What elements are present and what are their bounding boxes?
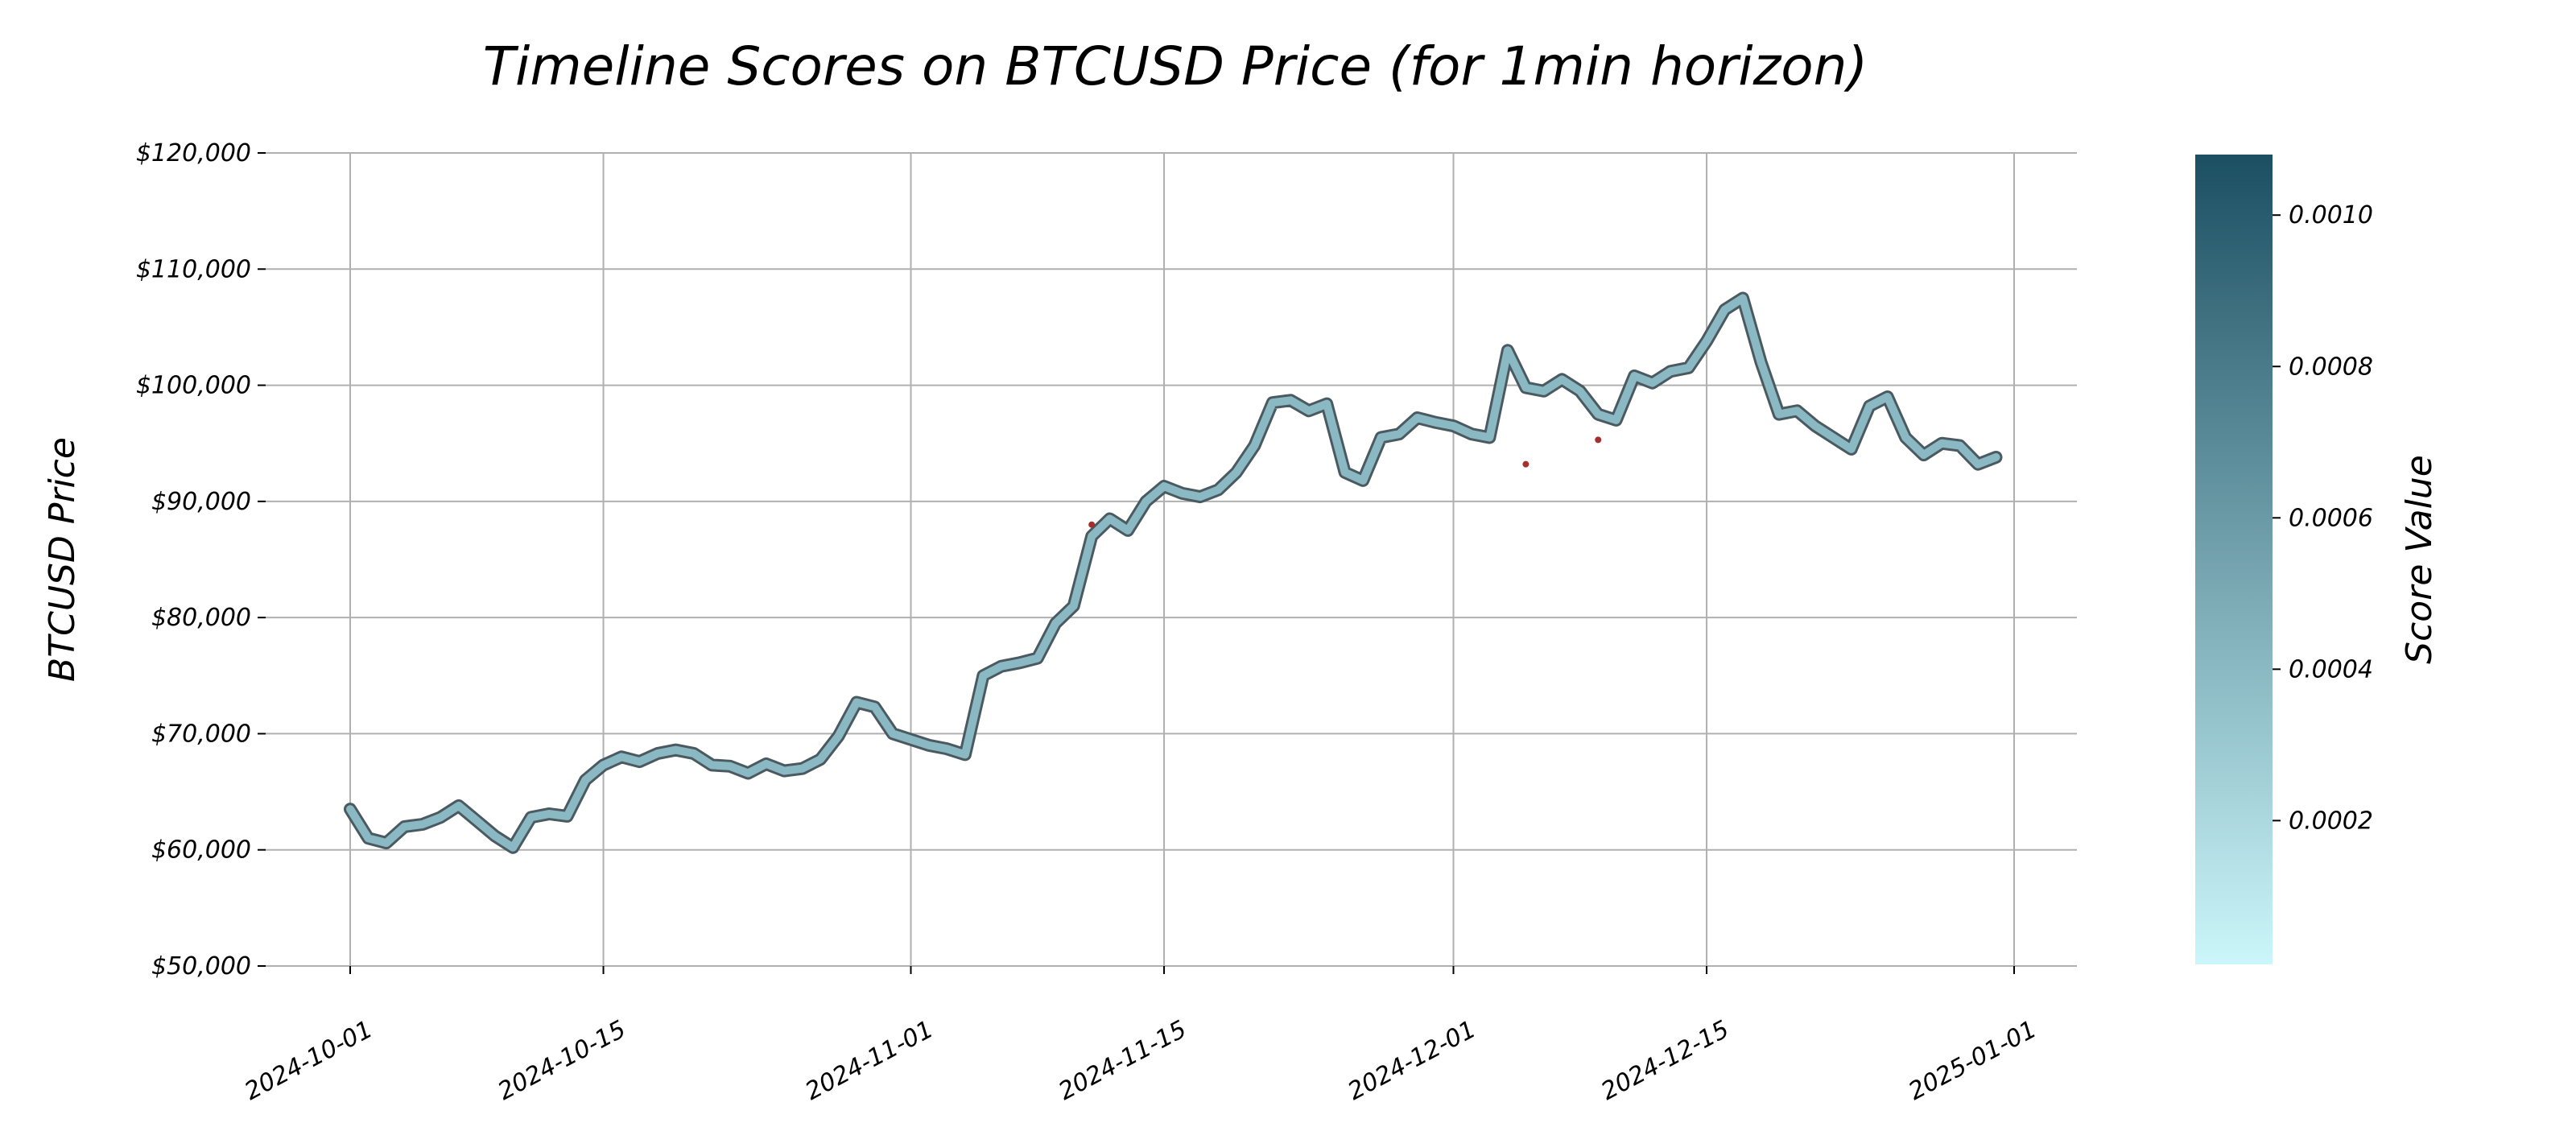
colorbar-tick-label: 0.0006 <box>2289 504 2373 532</box>
y-tick-label: $70,000 <box>151 720 251 748</box>
y-tick-label: $100,000 <box>136 372 251 400</box>
y-tick-label: $50,000 <box>151 952 251 980</box>
x-tick-label: 2024-12-15 <box>1596 1015 1733 1106</box>
x-tick-label: 2024-11-15 <box>1054 1015 1191 1106</box>
high-score-point <box>1088 521 1096 528</box>
y-axis: $50,000 $60,000 $70,000 $80,000 $90,000 $100,… <box>136 139 266 980</box>
colorbar-ticks: 0.0002 0.0004 0.0006 0.0008 0.0010 <box>2273 201 2373 835</box>
x-tick-label: 2025-01-01 <box>1904 1015 2041 1106</box>
colorbar-tick-label: 0.0010 <box>2289 201 2373 229</box>
x-axis: 2024-10-01 2024-10-15 2024-11-01 2024-11-15… <box>240 966 2041 1106</box>
grid <box>266 152 2077 967</box>
chart-title: Timeline Scores on BTCUSD Price (for 1mi… <box>483 35 1868 97</box>
y-tick-label: $60,000 <box>151 836 251 865</box>
high-score-point <box>1522 460 1530 468</box>
y-tick-label: $110,000 <box>136 255 251 283</box>
x-tick-label: 2024-11-01 <box>801 1015 938 1106</box>
price-series <box>344 291 2003 854</box>
y-tick-label: $120,000 <box>136 139 251 167</box>
x-tick-label: 2024-10-15 <box>493 1015 630 1106</box>
y-tick-label: $90,000 <box>151 488 251 516</box>
x-tick-label: 2024-12-01 <box>1344 1015 1480 1106</box>
colorbar-label: Score Value <box>2399 455 2440 664</box>
colorbar-tick-label: 0.0004 <box>2289 655 2373 683</box>
price-line <box>346 294 2000 852</box>
x-tick-label: 2024-10-01 <box>240 1015 377 1106</box>
high-score-point <box>1595 436 1602 444</box>
colorbar-tick-label: 0.0002 <box>2289 807 2373 835</box>
colorbar <box>2195 155 2273 964</box>
y-tick-label: $80,000 <box>151 604 251 632</box>
colorbar-tick-label: 0.0008 <box>2289 353 2373 381</box>
y-axis-label: BTCUSD Price <box>42 437 83 682</box>
